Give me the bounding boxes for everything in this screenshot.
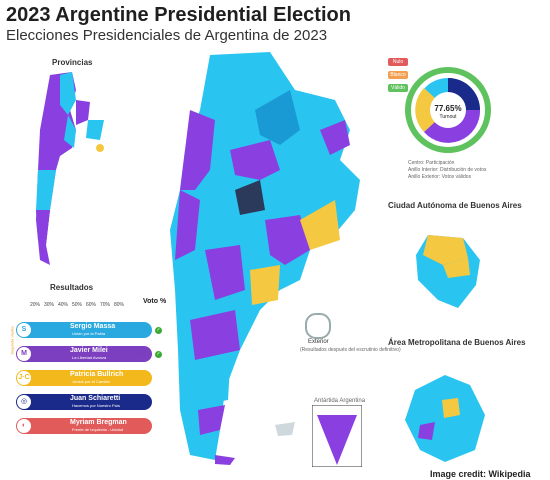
image-credit: Image credit: Wikipedia xyxy=(430,469,531,479)
candidate-percent: 36.68% xyxy=(126,327,147,333)
candidate-row: S Sergio Massa Unión por la Patria xyxy=(16,322,152,338)
candidate-name: Patricia Bullrich xyxy=(70,371,124,378)
candidate-name: Juan Schiaretti xyxy=(70,395,121,402)
check-icon: ✓ xyxy=(155,327,162,334)
page-subtitle: Elecciones Presidenciales de Argentina d… xyxy=(6,27,328,44)
check-icon: ✓ xyxy=(155,351,162,358)
note-interior: Anillo Interior: Distribución de votos xyxy=(408,167,487,173)
candidate-percent: 29.98% xyxy=(126,351,147,357)
candidate-name: Myriam Bregman xyxy=(70,419,127,426)
candidate-row: J·C Patricia Bullrich Juntos por el Cambio xyxy=(16,370,152,386)
argentina-main-map xyxy=(170,52,360,465)
caba-map xyxy=(416,235,480,308)
candidate-percent: 6.78% xyxy=(126,399,144,405)
candidate-name: Sergio Massa xyxy=(70,323,116,330)
globe-icon xyxy=(305,313,331,339)
tick-80: 80% xyxy=(114,302,125,308)
candidate-party: Unión por la Patria xyxy=(72,331,106,336)
turnout-label: Turnout xyxy=(439,114,457,120)
resultados-label: Resultados xyxy=(50,283,94,292)
candidate-icon: J·C xyxy=(17,371,31,385)
tick-20: 20% xyxy=(30,302,41,308)
candidate-party: La Libertad Avanza xyxy=(72,355,107,360)
results-panel: 20% 30% 40% 50% 60% 70% 80% Voto % Segun… xyxy=(10,298,254,452)
note-exterior: Anillo Exterior: Votos válidos xyxy=(408,174,472,180)
tick-70: 70% xyxy=(100,302,111,308)
antartida-map xyxy=(312,405,362,467)
legend-nulo: Nulo xyxy=(388,58,408,66)
candidate-row: ◎ Juan Schiaretti Hacemos por Nuestro País xyxy=(16,394,152,410)
turnout-value: 77.65% xyxy=(434,104,462,113)
tick-60: 60% xyxy=(86,302,97,308)
tick-50: 50% xyxy=(72,302,83,308)
candidate-name: Javier Milei xyxy=(70,347,108,354)
amba-map xyxy=(405,375,485,462)
candidate-icon: S xyxy=(17,323,31,337)
candidate-party: Juntos por el Cambio xyxy=(72,379,110,384)
provinces-map xyxy=(36,72,104,265)
candidate-icon: M xyxy=(17,347,31,361)
note-centro: Centro: Participación xyxy=(408,160,455,166)
candidate-icon: ◐ xyxy=(17,419,31,433)
legend-valido: Válido xyxy=(388,84,408,92)
runoff-label: Segunda Vuelta xyxy=(9,326,15,355)
candidate-percent: 23.83% xyxy=(126,375,147,381)
amba-label: Área Metropolitana de Buenos Aires xyxy=(388,338,526,347)
candidate-party: Hacemos por Nuestro País xyxy=(72,403,121,408)
vote-header: Voto % xyxy=(143,298,167,305)
antartida-label: Antártida Argentina xyxy=(314,398,366,404)
provincias-label: Provincias xyxy=(52,58,93,67)
candidate-row: M Javier Milei La Libertad Avanza xyxy=(16,346,152,362)
tick-40: 40% xyxy=(58,302,69,308)
caba-label: Ciudad Autónoma de Buenos Aires xyxy=(388,201,522,210)
candidate-row: ◐ Myriam Bregman Frente de Izquierda - Uni… xyxy=(16,418,152,434)
legend-blanco: Blanco xyxy=(388,71,408,79)
turnout-donut xyxy=(405,67,491,153)
candidate-icon: ◎ xyxy=(17,395,31,409)
candidate-party: Frente de Izquierda - Unidad xyxy=(72,427,123,432)
exterior-note: (Resultados después del escrutinio defin… xyxy=(300,347,401,353)
tick-30: 30% xyxy=(44,302,55,308)
exterior-label: Exterior xyxy=(308,339,329,345)
candidate-percent: 2.7% xyxy=(126,423,140,429)
page-title: 2023 Argentine Presidential Election xyxy=(6,4,351,26)
